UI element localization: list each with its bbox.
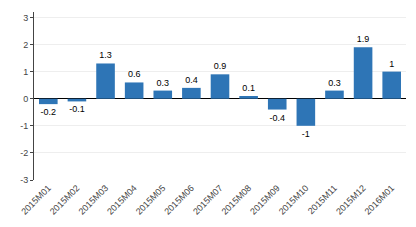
svg-text:-0.4: -0.4	[269, 113, 285, 123]
svg-text:2015M04: 2015M04	[105, 183, 139, 217]
svg-text:-1: -1	[302, 129, 310, 139]
svg-text:0.3: 0.3	[328, 78, 341, 88]
svg-text:2015M01: 2015M01	[19, 183, 53, 217]
svg-text:1: 1	[389, 59, 394, 69]
svg-text:2015M07: 2015M07	[191, 183, 225, 217]
svg-text:0.4: 0.4	[185, 75, 198, 85]
svg-text:-0.1: -0.1	[69, 104, 85, 114]
svg-text:2015M09: 2015M09	[248, 183, 282, 217]
svg-text:0.6: 0.6	[128, 69, 141, 79]
svg-text:0.9: 0.9	[214, 61, 227, 71]
svg-text:2015M02: 2015M02	[48, 183, 82, 217]
svg-text:3: 3	[23, 13, 28, 23]
svg-text:-3: -3	[20, 175, 28, 185]
svg-text:2015M11: 2015M11	[306, 183, 339, 216]
svg-text:2: 2	[23, 40, 28, 50]
svg-text:1.3: 1.3	[99, 50, 112, 60]
svg-text:-2: -2	[20, 148, 28, 158]
svg-text:2016M01: 2016M01	[363, 183, 397, 217]
svg-text:2015M10: 2015M10	[277, 183, 311, 217]
svg-text:0: 0	[23, 94, 28, 104]
svg-text:0.1: 0.1	[242, 83, 255, 93]
svg-text:1.9: 1.9	[357, 34, 370, 44]
svg-text:1: 1	[23, 67, 28, 77]
svg-text:2015M03: 2015M03	[77, 183, 111, 217]
svg-text:-0.2: -0.2	[41, 107, 57, 117]
svg-text:0.3: 0.3	[157, 78, 170, 88]
svg-text:-1: -1	[20, 121, 28, 131]
svg-text:2015M05: 2015M05	[134, 183, 168, 217]
svg-text:2015M12: 2015M12	[334, 183, 368, 217]
svg-text:2015M08: 2015M08	[220, 183, 254, 217]
svg-text:2015M06: 2015M06	[162, 183, 196, 217]
